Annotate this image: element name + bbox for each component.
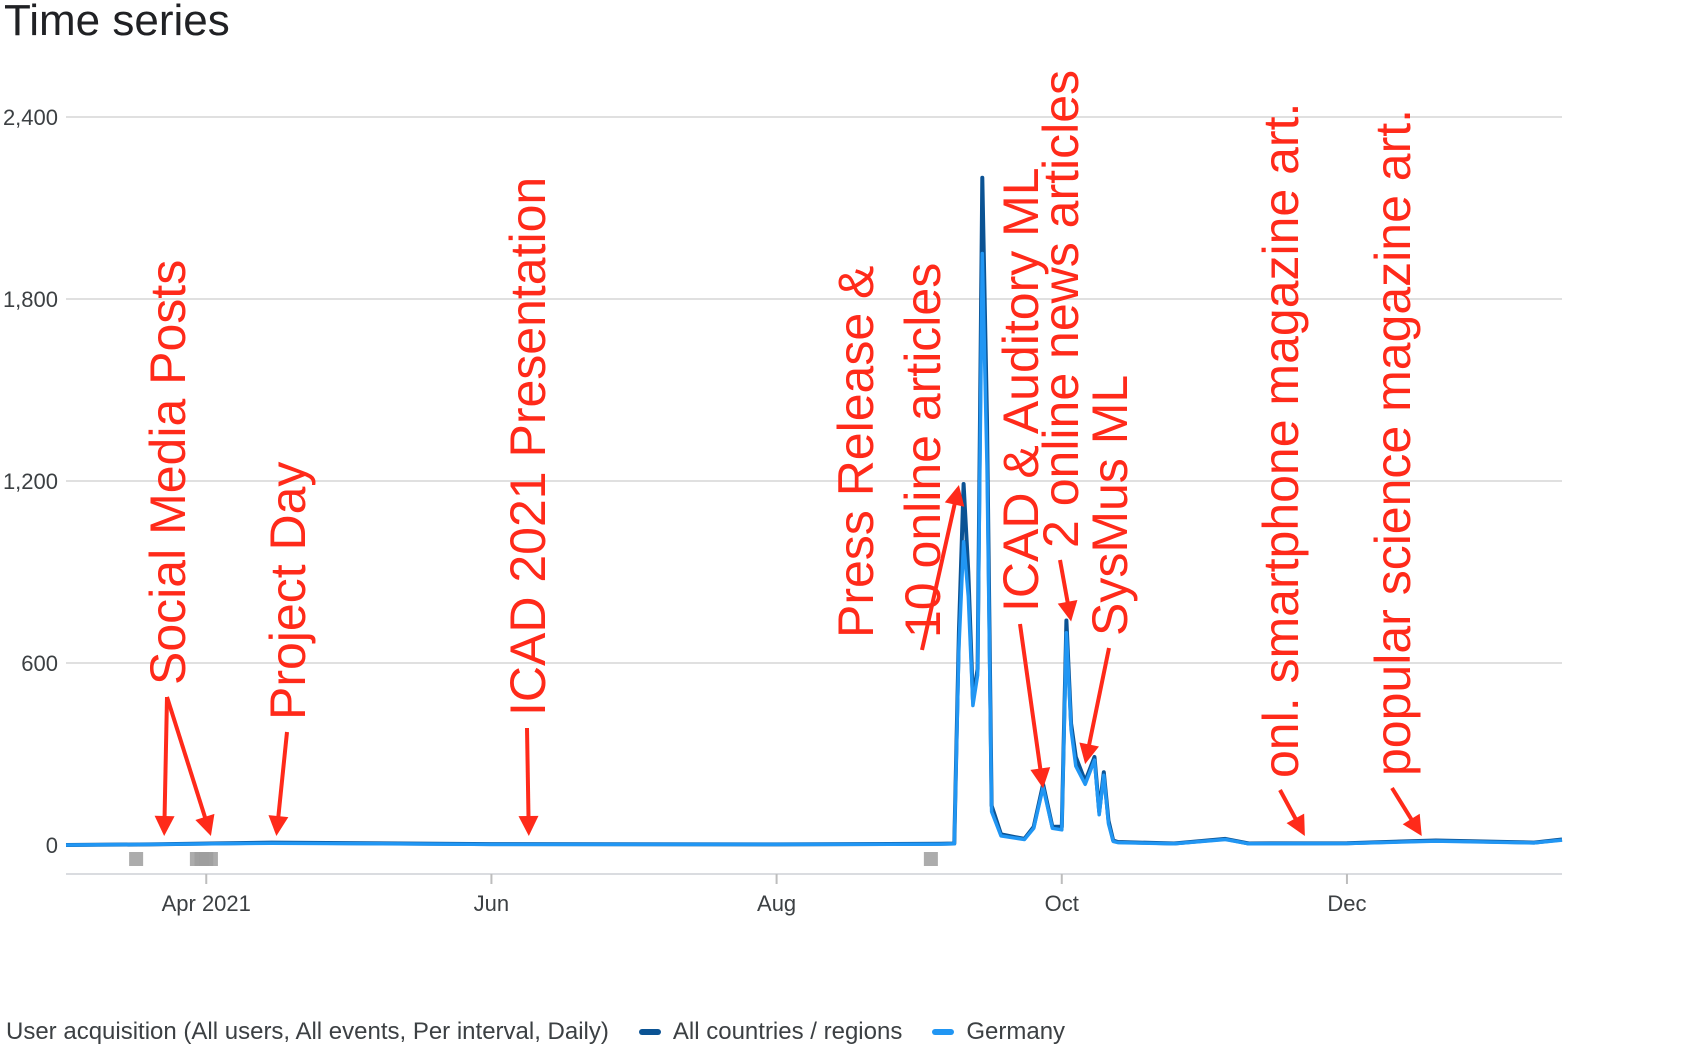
x-tick-label: Dec bbox=[1327, 891, 1366, 916]
y-tick-label: 2,400 bbox=[3, 105, 58, 130]
annotation-arrow bbox=[165, 696, 209, 822]
annotation-arrowhead bbox=[195, 813, 215, 836]
annotation-arrow bbox=[525, 727, 531, 821]
annotation-arrow bbox=[1390, 786, 1416, 824]
event-marker bbox=[129, 852, 144, 866]
annotation-arrowhead bbox=[1057, 600, 1078, 622]
annotation-arrowhead bbox=[1402, 813, 1422, 836]
annotation-label: ICAD & Auditory ML bbox=[993, 167, 1049, 612]
series-lines bbox=[65, 175, 1563, 847]
annotation-arrow bbox=[1058, 559, 1071, 607]
annotation-label: Press Release & bbox=[828, 266, 884, 638]
annotation-label: SysMus ML bbox=[1082, 375, 1138, 636]
annotation-label: Social Media Posts bbox=[140, 260, 196, 685]
annotation-arrow bbox=[1278, 789, 1300, 823]
x-axis-ticks: Apr 2021 Jun Aug Oct Dec bbox=[162, 874, 1367, 916]
y-tick-label: 600 bbox=[21, 651, 58, 676]
annotation-label: onl. smartphone magazine art. bbox=[1253, 103, 1309, 778]
legend-swatch-all bbox=[638, 1029, 661, 1035]
annotation-arrow bbox=[1086, 647, 1111, 749]
y-tick-label: 1,800 bbox=[3, 287, 58, 312]
legend-label-all[interactable]: All countries / regions bbox=[672, 1018, 903, 1045]
legend-caption: User acquisition (All users, All events,… bbox=[6, 1018, 609, 1045]
annotation-label: 2 online news articles bbox=[1033, 70, 1089, 548]
annotation-arrowhead bbox=[1030, 767, 1051, 789]
y-axis-ticks: 0 600 1,200 1,800 2,400 bbox=[3, 105, 58, 858]
legend-label-germany[interactable]: Germany bbox=[966, 1018, 1066, 1045]
legend: User acquisition (All users, All events,… bbox=[6, 1018, 1065, 1046]
annotation-arrow bbox=[162, 696, 169, 821]
time-series-chart: 0 600 1,200 1,800 2,400 Apr 2021 Jun Aug Oct Dec… bbox=[3, 70, 1563, 916]
y-tick-label: 1,200 bbox=[3, 469, 58, 494]
series-line-germany bbox=[65, 251, 1563, 847]
x-tick-label: Oct bbox=[1045, 891, 1079, 916]
annotation-label: 10 online articles bbox=[895, 263, 951, 638]
chart-title: Time series bbox=[4, 0, 230, 45]
y-tick-label: 0 bbox=[46, 833, 58, 858]
annotations: Social Media Posts Project Day ICAD 2021 P… bbox=[140, 70, 1422, 836]
legend-swatch-germany bbox=[932, 1029, 955, 1035]
event-marker bbox=[203, 852, 218, 866]
x-tick-label: Apr 2021 bbox=[162, 891, 251, 916]
event-marker bbox=[923, 852, 938, 866]
annotation-arrowhead bbox=[1286, 813, 1305, 836]
annotation-arrowhead bbox=[518, 815, 539, 836]
gridlines bbox=[66, 116, 1562, 875]
x-tick-label: Jun bbox=[474, 891, 509, 916]
annotation-arrowhead bbox=[268, 815, 289, 836]
x-tick-label: Aug bbox=[757, 891, 796, 916]
annotation-label: Project Day bbox=[260, 462, 316, 720]
annotation-arrowhead bbox=[944, 485, 965, 507]
annotation-label: ICAD 2021 Presentation bbox=[500, 177, 556, 716]
annotation-arrowhead bbox=[1079, 742, 1099, 765]
event-markers bbox=[129, 852, 938, 866]
annotation-arrow bbox=[920, 500, 958, 651]
annotation-arrowhead bbox=[154, 815, 175, 836]
annotation-label: popular science magazine art. bbox=[1365, 109, 1421, 776]
annotation-arrow bbox=[1018, 623, 1043, 773]
annotation-arrow bbox=[276, 731, 289, 821]
